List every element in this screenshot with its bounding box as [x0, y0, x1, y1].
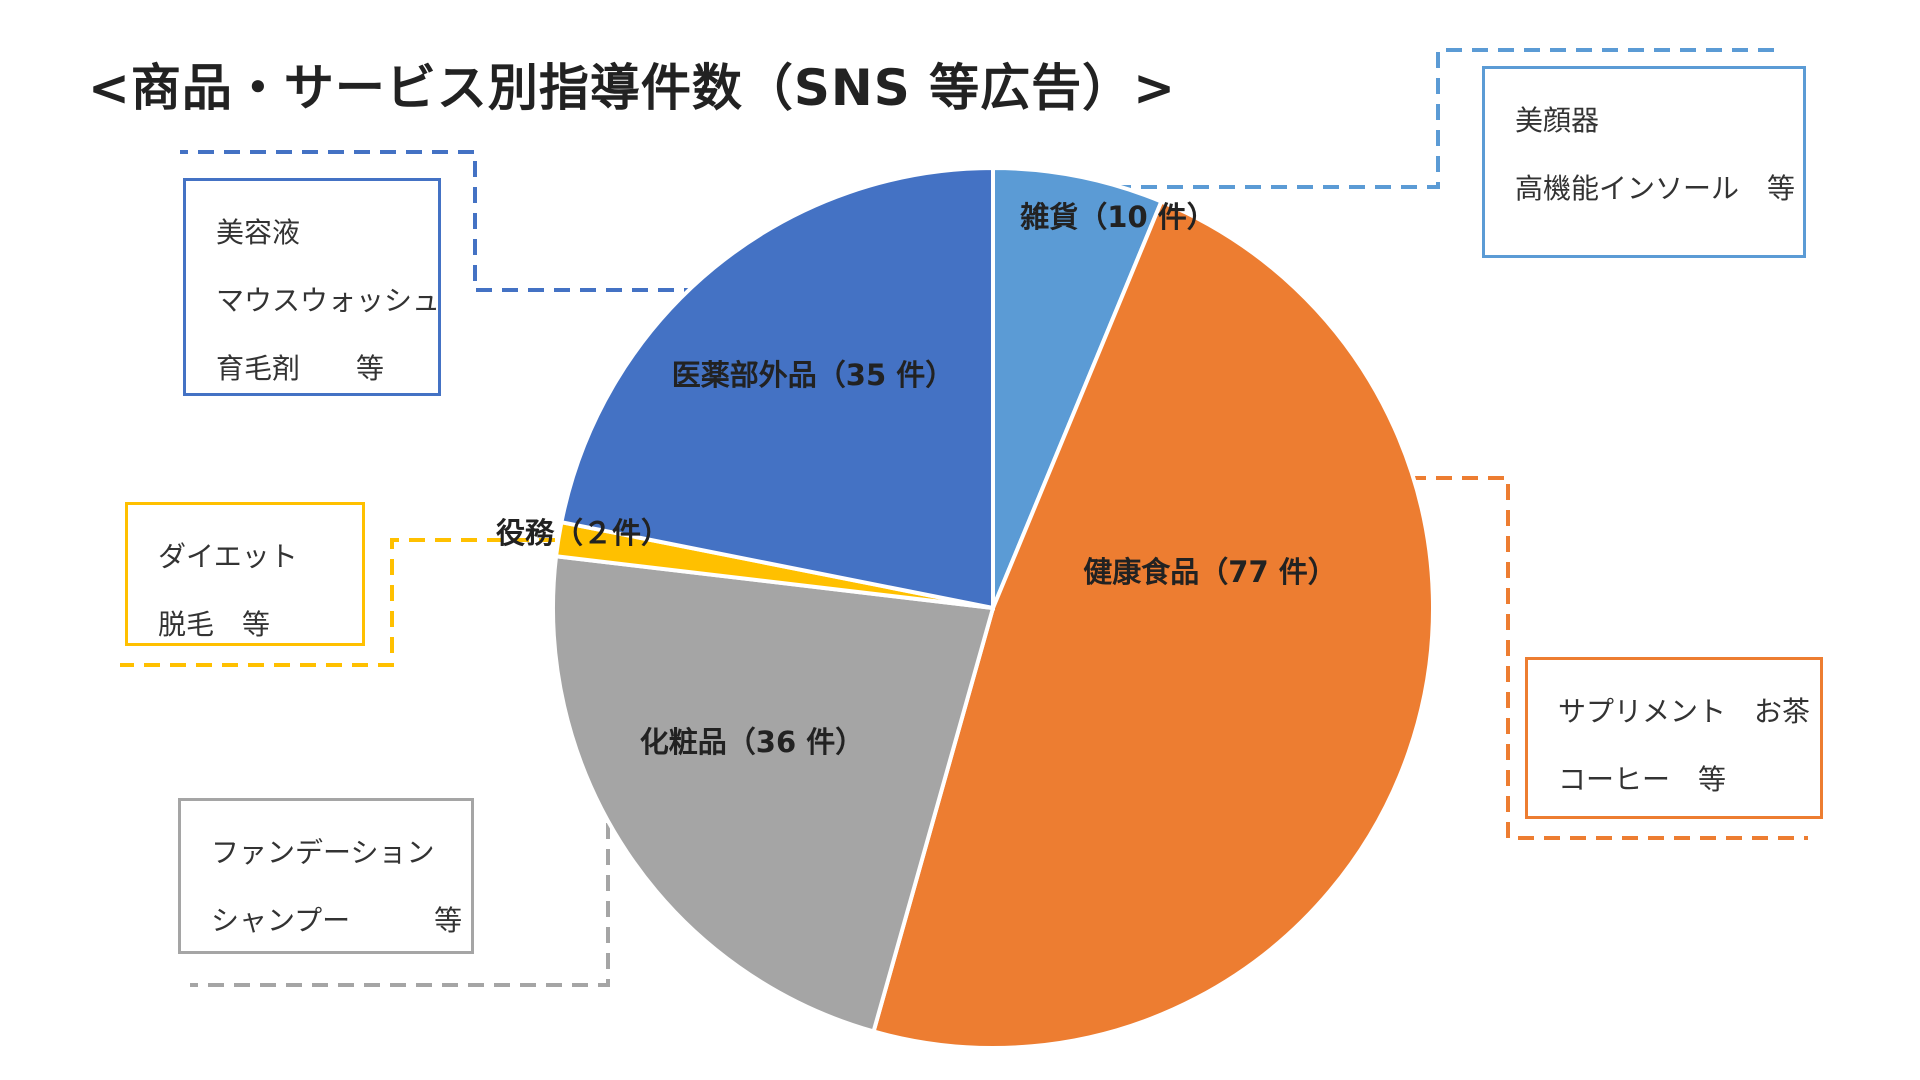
- goods-examples-box: 美顔器 高機能インソール 等: [1482, 66, 1806, 258]
- goods-slice-label: 雑貨（10 件）: [1019, 200, 1215, 234]
- pie-slice-quasi-drugs: [559, 165, 995, 611]
- services-example-2: 脱毛 等: [158, 608, 271, 641]
- quasi-drugs-connector-line: [180, 150, 700, 292]
- cosmetics-example-2: シャンプー 等: [211, 904, 463, 937]
- services-connector-line: [120, 538, 555, 667]
- pie-slice-health-food: [871, 198, 1436, 1051]
- pie-slice-cosmetics: [551, 554, 996, 1034]
- health-food-examples-box: サプリメント お茶 コーヒー 等: [1525, 657, 1823, 819]
- cosmetics-example-1: ファンデーション: [211, 836, 435, 869]
- health-food-slice-label: 健康食品（77 件）: [1083, 555, 1336, 589]
- health-food-example-1: サプリメント お茶: [1558, 695, 1811, 728]
- quasi-drugs-example-2: マウスウォッシュ: [216, 284, 441, 317]
- services-examples-box: ダイエット 脱毛 等: [125, 502, 365, 646]
- goods-example-1: 美顔器: [1515, 104, 1600, 137]
- services-slice-label: 役務（２件）: [496, 516, 670, 550]
- cosmetics-connector-line: [190, 823, 610, 987]
- quasi-drugs-examples-box: 美容液 マウスウォッシュ 育毛剤 等: [183, 178, 441, 396]
- quasi-drugs-example-1: 美容液: [216, 216, 301, 249]
- chart-title: <商品・サービス別指導件数（SNS 等広告）>: [88, 59, 1177, 117]
- pie-slice-goods: [991, 165, 1164, 609]
- quasi-drugs-slice-label: 医薬部外品（35 件）: [672, 358, 954, 392]
- health-food-connector-line: [1410, 476, 1808, 840]
- cosmetics-slice-label: 化粧品（36 件）: [640, 725, 864, 759]
- health-food-example-2: コーヒー 等: [1558, 763, 1727, 796]
- cosmetics-examples-box: ファンデーション シャンプー 等: [178, 798, 474, 954]
- goods-connector-line: [1115, 48, 1782, 189]
- services-example-1: ダイエット: [158, 540, 298, 573]
- quasi-drugs-example-3: 育毛剤 等: [216, 352, 385, 385]
- goods-example-2: 高機能インソール 等: [1515, 172, 1796, 205]
